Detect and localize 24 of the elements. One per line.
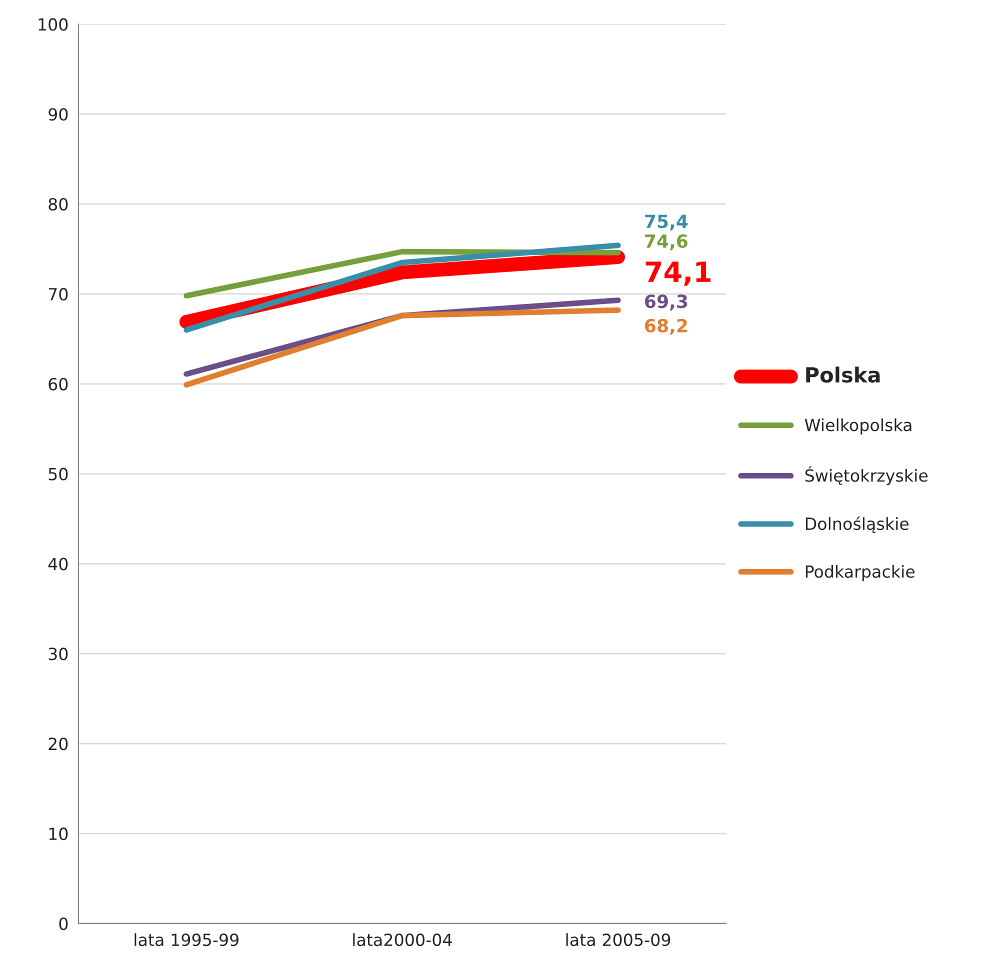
x-tick-label: lata2000-04 bbox=[353, 933, 452, 946]
y-tick-label: 90 bbox=[48, 108, 68, 121]
legend-label: Podkarpackie bbox=[806, 564, 915, 582]
y-tick-label: 0 bbox=[59, 917, 68, 930]
data-label: 75,4 bbox=[645, 214, 688, 230]
y-tick-label: 30 bbox=[48, 648, 68, 660]
y-tick-label: 70 bbox=[48, 288, 68, 301]
y-tick-label: 50 bbox=[48, 468, 68, 480]
data-label: 69,3 bbox=[645, 294, 688, 311]
data-label: 68,2 bbox=[645, 318, 687, 335]
legend-label: Polska bbox=[806, 366, 880, 383]
legend-label: Dolnośląskie bbox=[806, 516, 909, 534]
x-tick-label: lata 1995-99 bbox=[134, 933, 238, 946]
x-tick-label: lata 2005-09 bbox=[566, 933, 670, 946]
y-tick-label: 100 bbox=[38, 18, 68, 31]
y-tick-label: 40 bbox=[48, 558, 68, 570]
legend-label: Świętokrzyskie bbox=[805, 466, 928, 486]
y-tick-label: 80 bbox=[48, 198, 68, 211]
y-tick-label: 20 bbox=[48, 738, 68, 750]
legend-label: Wielkopolska bbox=[804, 418, 912, 435]
y-tick-label: 10 bbox=[49, 828, 68, 840]
data-label: 74,1 bbox=[646, 262, 711, 286]
data-label: 74,6 bbox=[645, 234, 688, 250]
y-tick-label: 60 bbox=[48, 378, 68, 390]
